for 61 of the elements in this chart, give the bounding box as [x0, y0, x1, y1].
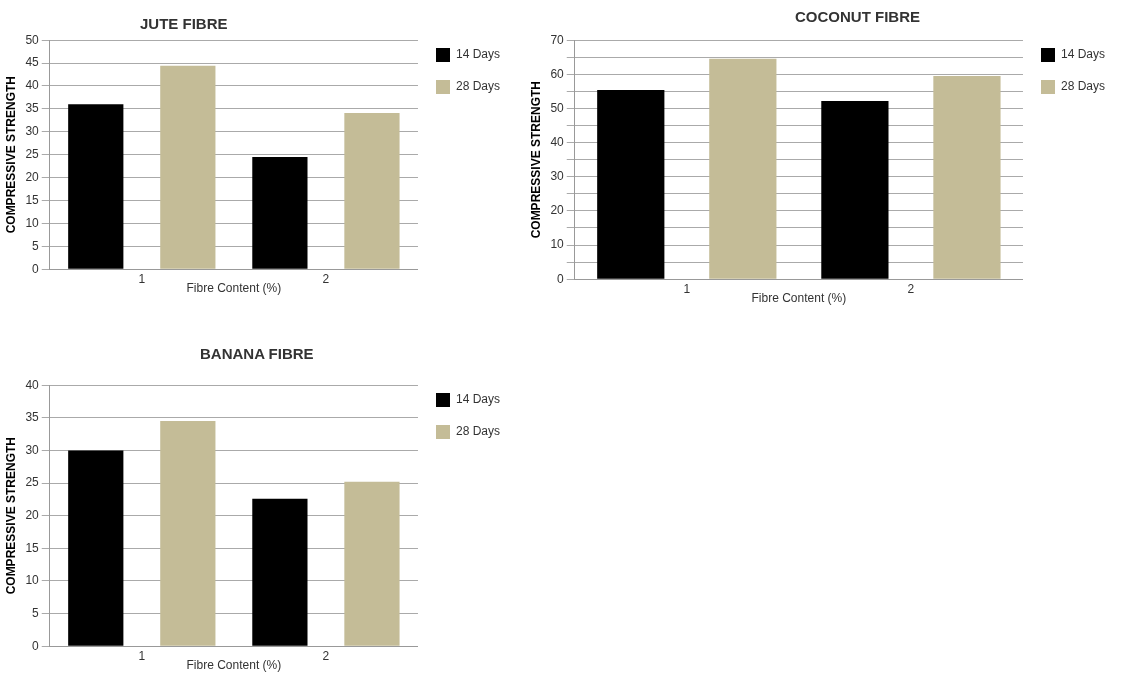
bar: [821, 100, 889, 279]
bar: [68, 104, 124, 269]
y-tick-label: 5: [32, 605, 40, 620]
y-tick-label: 50: [25, 32, 40, 47]
y-tick-label: 25: [25, 475, 40, 490]
y-tick-label: 20: [25, 169, 40, 184]
legend-label: 28 Days: [455, 424, 501, 439]
y-tick-label: 40: [550, 134, 565, 149]
y-tick-label: 70: [550, 32, 565, 47]
y-tick-label: 20: [25, 508, 40, 523]
chart-title: COCONUT FIBRE: [795, 8, 920, 25]
y-tick-label: 30: [25, 442, 40, 457]
y-tick-label: 10: [25, 215, 40, 230]
bar: [344, 113, 400, 269]
legend-label: 14 Days: [455, 392, 501, 407]
y-tick-label: 30: [550, 169, 565, 184]
y-axis-title: COMPRESSIVE STRENGTH: [3, 76, 18, 234]
y-tick-label: 35: [25, 101, 40, 116]
y-tick-label: 30: [25, 124, 40, 139]
x-tick-label: 1: [138, 271, 146, 286]
y-axis-title: COMPRESSIVE STRENGTH: [3, 437, 18, 595]
bar: [252, 498, 308, 646]
y-tick-label: 45: [25, 55, 40, 70]
bar: [344, 481, 400, 646]
y-tick-label: 0: [32, 261, 40, 276]
legend-label: 28 Days: [455, 79, 501, 94]
x-axis-title: Fibre Content (%): [751, 291, 847, 306]
bar: [160, 65, 216, 269]
bar: [252, 156, 308, 269]
y-tick-label: 5: [32, 238, 40, 253]
y-tick-label: 15: [25, 540, 40, 555]
chart-title: JUTE FIBRE: [140, 15, 228, 32]
y-tick-label: 40: [25, 377, 40, 392]
bar: [709, 58, 777, 279]
x-tick-label: 1: [683, 281, 691, 296]
chart-title: BANANA FIBRE: [200, 345, 314, 362]
y-tick-label: 15: [25, 192, 40, 207]
x-tick-label: 2: [322, 271, 330, 286]
legend-label: 28 Days: [1060, 79, 1106, 94]
x-tick-label: 2: [322, 648, 330, 663]
y-tick-label: 60: [550, 66, 565, 81]
bar: [160, 421, 216, 646]
x-tick-label: 1: [138, 648, 146, 663]
x-axis-title: Fibre Content (%): [186, 281, 282, 296]
bar: [597, 90, 665, 279]
legend-label: 14 Days: [455, 47, 501, 62]
bar: [933, 76, 1001, 279]
y-tick-label: 50: [550, 100, 565, 115]
x-tick-label: 2: [907, 281, 915, 296]
legend-label: 14 Days: [1060, 47, 1106, 62]
y-axis-title: COMPRESSIVE STRENGTH: [528, 81, 543, 239]
y-tick-label: 10: [25, 573, 40, 588]
y-tick-label: 10: [550, 237, 565, 252]
y-tick-label: 0: [557, 271, 565, 286]
x-axis-title: Fibre Content (%): [186, 658, 282, 673]
bar: [68, 450, 124, 646]
y-tick-label: 40: [25, 78, 40, 93]
y-tick-label: 35: [25, 410, 40, 425]
y-tick-label: 20: [550, 203, 565, 218]
y-tick-label: 25: [25, 147, 40, 162]
y-tick-label: 0: [32, 638, 40, 653]
